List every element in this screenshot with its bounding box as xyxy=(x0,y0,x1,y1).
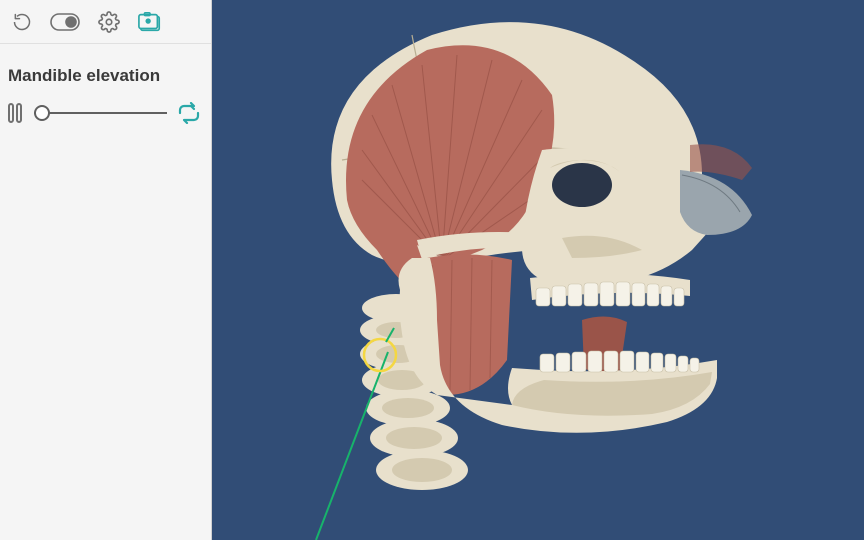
viewport-3d[interactable] xyxy=(212,0,864,540)
app-root: Mandible elevation xyxy=(0,0,864,540)
animation-controls xyxy=(0,96,211,130)
skull-model xyxy=(212,0,864,540)
loop-button[interactable] xyxy=(177,102,201,124)
slider-track xyxy=(34,112,167,114)
upper-teeth xyxy=(530,273,690,306)
reset-icon[interactable] xyxy=(12,12,32,32)
animation-title: Mandible elevation xyxy=(0,44,211,96)
timeline-slider[interactable] xyxy=(34,103,167,123)
pause-button[interactable] xyxy=(6,102,24,124)
sidebar: Mandible elevation xyxy=(0,0,212,540)
toggle-icon[interactable] xyxy=(50,13,80,31)
camera-icon[interactable] xyxy=(138,11,162,33)
toolbar xyxy=(0,0,211,44)
gear-icon[interactable] xyxy=(98,11,120,33)
slider-thumb[interactable] xyxy=(34,105,50,121)
